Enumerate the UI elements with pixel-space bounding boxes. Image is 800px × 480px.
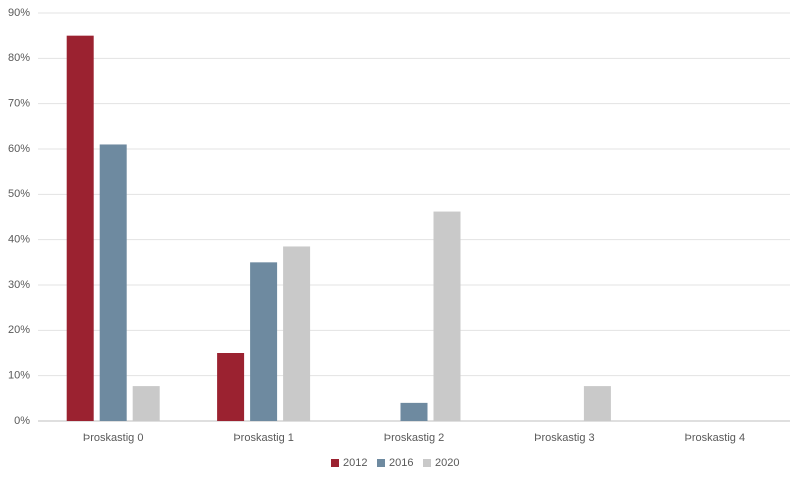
legend-swatch — [377, 459, 385, 467]
bar — [132, 386, 160, 421]
x-tick-label: Þroskastig 1 — [233, 432, 294, 444]
y-tick-label: 20% — [8, 324, 30, 336]
x-tick-label: Þroskastig 0 — [83, 432, 144, 444]
x-tick-label: Þroskastig 2 — [384, 432, 445, 444]
bar — [250, 262, 278, 421]
x-tick-label: Þroskastig 3 — [534, 432, 595, 444]
bar — [583, 386, 611, 421]
x-tick-label: Þroskastig 4 — [685, 432, 746, 444]
y-tick-label: 10% — [8, 370, 30, 382]
bar — [283, 246, 311, 421]
bar — [99, 144, 127, 421]
y-tick-label: 40% — [8, 234, 30, 246]
legend-swatch — [423, 459, 431, 467]
legend-label: 2012 — [343, 457, 367, 469]
y-tick-label: 90% — [8, 7, 30, 19]
y-tick-label: 60% — [8, 143, 30, 155]
y-tick-label: 30% — [8, 279, 30, 291]
y-tick-label: 70% — [8, 98, 30, 110]
bar — [433, 211, 461, 421]
bar — [400, 402, 428, 421]
bar — [66, 35, 94, 422]
y-tick-label: 0% — [14, 415, 30, 427]
y-tick-label: 50% — [8, 188, 30, 200]
legend-swatch — [331, 459, 339, 467]
legend-label: 2016 — [389, 457, 413, 469]
legend-label: 2020 — [435, 457, 459, 469]
y-tick-label: 80% — [8, 52, 30, 64]
bar — [217, 353, 245, 421]
